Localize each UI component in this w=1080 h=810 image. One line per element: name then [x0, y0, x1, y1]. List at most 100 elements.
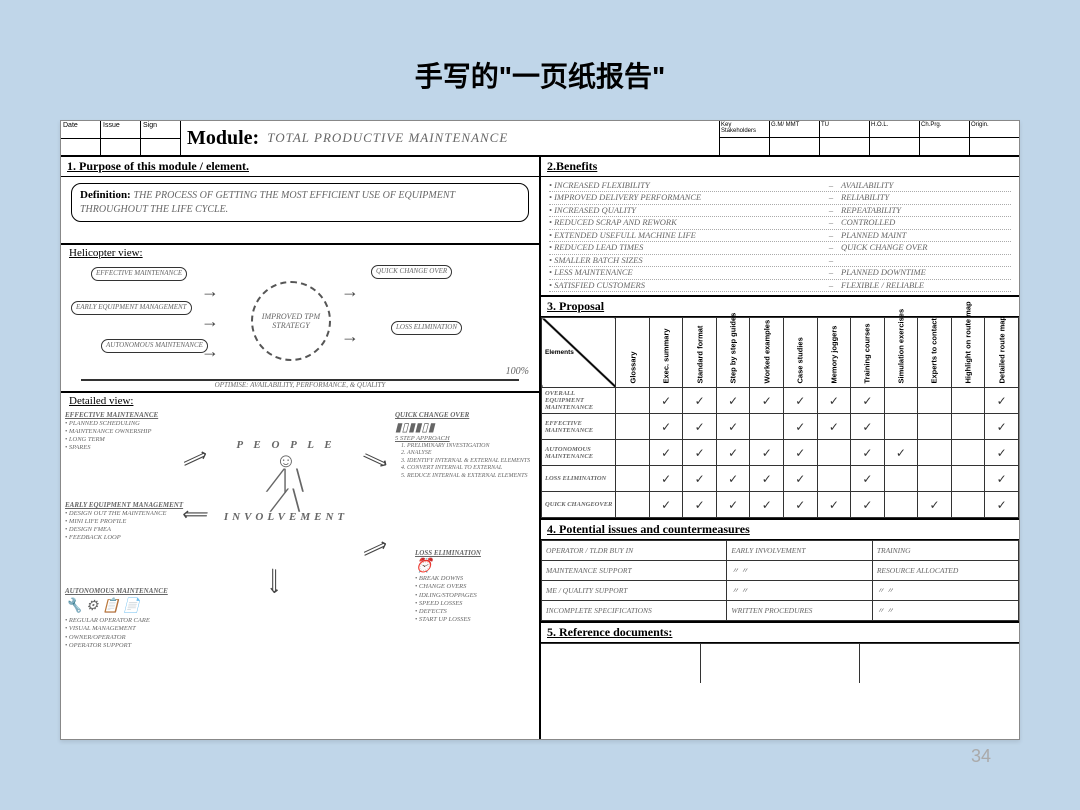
check-icon: ✓ [862, 446, 872, 460]
matrix-col-header: Memory joggers [817, 318, 851, 388]
section3-title: 3. Proposal [541, 297, 1019, 317]
matrix-cell: ✓ [985, 414, 1019, 440]
block-list: BREAK DOWNSCHANGE OVERSIDLING/STOPPAGESS… [415, 575, 535, 624]
check-icon: ✓ [661, 498, 671, 512]
check-icon: ✓ [795, 394, 805, 408]
block-quick-change: QUICK CHANGE OVER ▮▯▮▮▯▮ 5 STEP APPROACH… [395, 411, 535, 480]
check-icon: ✓ [661, 420, 671, 434]
block-early-equip: EARLY EQUIPMENT MANAGEMENT DESIGN OUT TH… [65, 501, 185, 542]
benefit-row: • LESS MAINTENANCE–PLANNED DOWNTIME [549, 267, 1011, 279]
ref-cell [541, 643, 701, 683]
matrix-cell: ✓ [918, 492, 952, 518]
matrix-cell: ✓ [851, 466, 885, 492]
matrix-col-header: Training courses [851, 318, 885, 388]
benefit-right: QUICK CHANGE OVER [841, 242, 1011, 253]
header-left-boxes: Date Issue Sign [61, 121, 181, 155]
check-icon: ✓ [862, 394, 872, 408]
section4-title: 4. Potential issues and countermeasures [541, 520, 1019, 540]
section-proposal: 3. Proposal ElementsGlossaryExec. summar… [541, 297, 1019, 520]
check-icon: ✓ [997, 472, 1007, 486]
check-icon: ✓ [929, 498, 939, 512]
matrix-cell: ✓ [784, 414, 818, 440]
benefit-right: RELIABILITY [841, 192, 1011, 203]
dash: – [821, 242, 841, 253]
section-purpose: 1. Purpose of this module / element. Def… [61, 157, 539, 245]
matrix-cell: ✓ [784, 492, 818, 518]
hdr-empty [819, 138, 869, 155]
matrix-cell [884, 388, 918, 414]
ref-cell [860, 643, 1019, 683]
benefit-left: • IMPROVED DELIVERY PERFORMANCE [549, 192, 821, 203]
list-item: START UP LOSSES [415, 616, 535, 624]
block-title: AUTONOMOUS MAINTENANCE [65, 587, 195, 596]
list-item: ANALYSE [407, 450, 535, 458]
block-list: DESIGN OUT THE MAINTENANCEMINI LIFE PROF… [65, 510, 185, 543]
dash: – [821, 180, 841, 191]
issue-cell: 〃 〃 [727, 561, 872, 581]
benefit-left: • EXTENDED USEFULL MACHINE LIFE [549, 230, 821, 241]
issues-table: OPERATOR / TLDR BUY INEARLY INVOLVEMENTT… [541, 540, 1019, 621]
gear-center-icon: IMPROVED TPM STRATEGY [251, 281, 331, 361]
benefit-row: • INCREASED QUALITY–REPEATABILITY [549, 205, 1011, 217]
block-loss-elim: LOSS ELIMINATION ⏰ BREAK DOWNSCHANGE OVE… [415, 549, 535, 624]
bubble-quick-change: QUICK CHANGE OVER [371, 265, 452, 279]
helicopter-title: Helicopter view: [61, 245, 539, 261]
definition-box: Definition: THE PROCESS OF GETTING THE M… [71, 183, 529, 222]
list-item: PRELIMINARY INVESTIGATION [407, 443, 535, 451]
sketch-icons: 🔧 ⚙ 📋 📄 [65, 598, 195, 616]
section2-title: 2.Benefits [541, 157, 1019, 177]
matrix-cell [817, 440, 851, 466]
module-header: Module: TOTAL PRODUCTIVE MAINTENANCE [181, 121, 719, 155]
list-item: LONG TERM [65, 436, 175, 444]
right-column: 2.Benefits • INCREASED FLEXIBILITY–AVAIL… [541, 157, 1019, 739]
hdr-empty [141, 139, 180, 156]
page-number: 34 [971, 746, 991, 767]
check-icon: ✓ [795, 446, 805, 460]
matrix-row-header: OVERALL EQUIPMENT MAINTENANCE [542, 388, 616, 414]
check-icon: ✓ [997, 446, 1007, 460]
matrix-col-header: Experts to contact [918, 318, 952, 388]
matrix-col-header: Glossary [616, 318, 650, 388]
check-icon: ✓ [997, 394, 1007, 408]
header-right-boxes: Key Stakeholders G.M/ MMT TU H.O.L. Ch.P… [719, 121, 1019, 155]
benefit-row: • SMALLER BATCH SIZES– [549, 255, 1011, 267]
benefit-left: • SMALLER BATCH SIZES [549, 255, 821, 266]
benefit-left: • INCREASED QUALITY [549, 205, 821, 216]
issue-cell: TRAINING [872, 541, 1018, 561]
section5-title: 5. Reference documents: [541, 623, 1019, 643]
hdr-gm: G.M/ MMT [769, 121, 819, 138]
bubble-loss-elim: LOSS ELIMINATION [391, 321, 462, 335]
arrow-icon: ⟹ [358, 535, 390, 565]
dash: – [821, 230, 841, 241]
matrix-cell: ✓ [649, 388, 683, 414]
list-item: FEEDBACK LOOP [65, 534, 185, 542]
benefit-left: • REDUCED LEAD TIMES [549, 242, 821, 253]
issue-cell: 〃 〃 [872, 581, 1018, 601]
issue-cell: 〃 〃 [727, 581, 872, 601]
section-detailed: Detailed view: P E O P L E ☺╱│╲╱ ╲ INVOL… [61, 393, 539, 739]
benefit-row: • SATISFIED CUSTOMERS–FLEXIBLE / RELIABL… [549, 280, 1011, 292]
issue-cell: RESOURCE ALLOCATED [872, 561, 1018, 581]
issue-cell: 〃 〃 [872, 601, 1018, 621]
arrow-icon: → [201, 341, 219, 362]
matrix-cell [951, 440, 985, 466]
matrix-cell: ✓ [716, 414, 750, 440]
check-icon: ✓ [661, 446, 671, 460]
helicopter-bottom-text: OPTIMISE: AVAILABILITY, PERFORMANCE, & Q… [81, 379, 519, 389]
check-icon: ✓ [795, 472, 805, 486]
matrix-cell [884, 492, 918, 518]
matrix-col-header: Detailed route map [985, 318, 1019, 388]
section1-title: 1. Purpose of this module / element. [61, 157, 539, 177]
module-label: Module: [187, 127, 259, 150]
list-item: REGULAR OPERATOR CARE [65, 617, 195, 625]
benefit-row: • REDUCED SCRAP AND REWORK–CONTROLLED [549, 217, 1011, 229]
matrix-cell [616, 414, 650, 440]
check-icon: ✓ [829, 498, 839, 512]
hdr-stakeholders: Key Stakeholders [719, 121, 769, 138]
hdr-origin: Origin. [969, 121, 1019, 138]
block-subtitle: 5 STEP APPROACH [395, 435, 535, 443]
list-item: OWNER/OPERATOR [65, 634, 195, 642]
block-title: QUICK CHANGE OVER [395, 411, 535, 420]
matrix-cell: ✓ [683, 414, 717, 440]
matrix-corner: Elements [542, 318, 616, 388]
